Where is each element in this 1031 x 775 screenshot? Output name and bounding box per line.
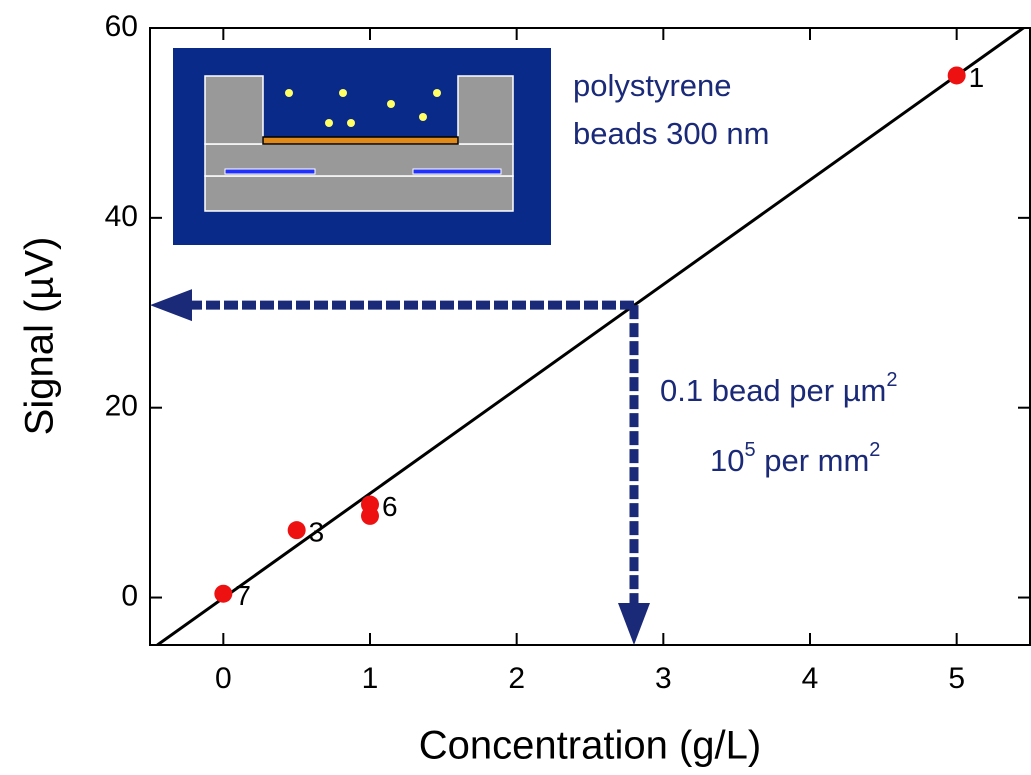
- chart: polystyrene beads 300 nm Concentration (…: [0, 0, 1031, 775]
- point: [214, 585, 232, 603]
- annotation-sup: 2: [869, 439, 880, 461]
- x-tick-label: 5: [948, 662, 965, 695]
- arrow-head: [618, 603, 650, 645]
- annotation-text: 0.1 bead per µm: [660, 373, 886, 408]
- x-tick-label: 0: [215, 662, 232, 695]
- point-label: 1: [969, 62, 985, 93]
- inset-text: polystyrene: [573, 68, 732, 103]
- dashed-arrow: [188, 305, 634, 607]
- arrow-head: [150, 289, 192, 321]
- y-tick-label: 0: [121, 579, 138, 612]
- annotation: 105 per mm2: [710, 439, 880, 478]
- point: [948, 66, 966, 84]
- y-tick-label: 40: [105, 200, 138, 233]
- annotation-text: per mm: [756, 443, 870, 478]
- x-tick-label: 4: [802, 662, 819, 695]
- point-label: 7: [235, 580, 251, 611]
- point-label: 6: [382, 491, 398, 522]
- y-axis-title: Signal (µV): [18, 237, 62, 436]
- point-label: 3: [309, 517, 325, 548]
- point: [288, 521, 306, 539]
- annotation-text: 10: [710, 443, 744, 478]
- x-tick-label: 2: [508, 662, 525, 695]
- inset-text: beads 300 nm: [573, 116, 769, 151]
- x-tick-label: 1: [362, 662, 379, 695]
- x-tick-label: 3: [655, 662, 672, 695]
- point: [361, 507, 379, 525]
- annotation-sup: 2: [886, 369, 897, 391]
- annotation-sup: 5: [744, 439, 755, 461]
- y-tick-label: 20: [105, 390, 138, 423]
- inset: polystyrene beads 300 nm: [173, 48, 769, 245]
- annotation: 0.1 bead per µm2: [660, 369, 898, 408]
- y-tick-label: 60: [105, 10, 138, 43]
- x-axis-title: Concentration (g/L): [419, 724, 761, 768]
